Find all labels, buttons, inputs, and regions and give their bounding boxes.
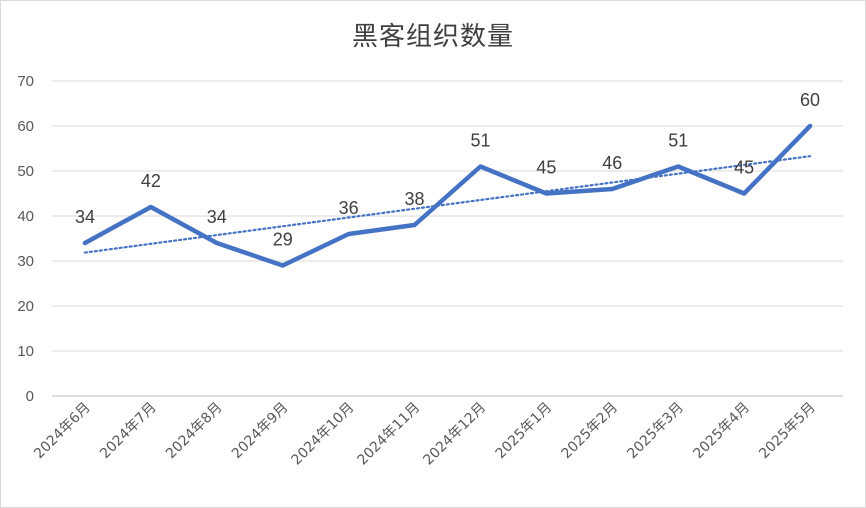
data-point (280, 263, 285, 268)
gridlines (52, 80, 843, 397)
data-label: 60 (800, 90, 820, 110)
y-axis-ticks: 0 10 20 30 40 50 60 70 (17, 73, 34, 405)
y-tick-label: 60 (17, 118, 34, 135)
y-tick-label: 50 (17, 163, 34, 180)
x-tick-label: 2024年12月 (420, 400, 489, 469)
data-label: 45 (536, 158, 556, 178)
data-label: 34 (207, 207, 227, 227)
x-tick-label: 2024年10月 (289, 400, 358, 469)
data-point (544, 191, 549, 196)
x-axis-ticks: 2024年6月 2024年7月 2024年8月 2024年9月2024年10月2024… (31, 400, 819, 469)
y-tick-label: 20 (17, 298, 34, 315)
data-point (82, 241, 87, 245)
data-point (676, 164, 681, 169)
data-label: 42 (141, 171, 161, 191)
x-tick-label: 2024年9月 (229, 400, 292, 463)
x-tick-label: 2024年11月 (354, 400, 423, 469)
data-labels: 34 42 34 29 36 38 51 45 46 51 45 60 (75, 90, 820, 268)
x-tick-label: 2024年8月 (163, 400, 226, 463)
data-label: 51 (668, 131, 688, 151)
x-tick-label: 2025年3月 (624, 400, 687, 463)
x-tick-label: 2024年7月 (97, 400, 160, 463)
data-point (808, 124, 813, 128)
data-label: 38 (405, 189, 425, 209)
series-layer (82, 123, 813, 268)
series-line (82, 123, 813, 268)
data-point (412, 223, 417, 227)
data-label: 45 (734, 158, 754, 178)
x-tick-label: 2025年5月 (756, 400, 819, 463)
y-tick-label: 10 (17, 343, 34, 360)
data-label: 29 (273, 230, 293, 250)
y-tick-label: 0 (26, 388, 34, 405)
y-tick-label: 40 (17, 208, 34, 225)
x-tick-label: 2025年2月 (559, 400, 622, 463)
x-tick-label: 2025年4月 (690, 400, 753, 463)
x-tick-label: 2024年6月 (31, 400, 94, 463)
x-tick-label: 2025年1月 (493, 400, 556, 463)
data-label: 46 (602, 153, 622, 173)
data-label: 36 (339, 198, 359, 218)
data-point (742, 191, 747, 196)
y-tick-label: 70 (17, 73, 34, 90)
data-point (478, 164, 483, 169)
data-point (214, 241, 219, 245)
data-label: 34 (75, 207, 95, 227)
data-point (346, 232, 351, 236)
chart-title: 黑客组织数量 (351, 22, 514, 52)
data-point (610, 187, 615, 191)
y-tick-label: 30 (17, 253, 34, 270)
data-label: 51 (470, 131, 490, 151)
data-point (148, 205, 153, 209)
